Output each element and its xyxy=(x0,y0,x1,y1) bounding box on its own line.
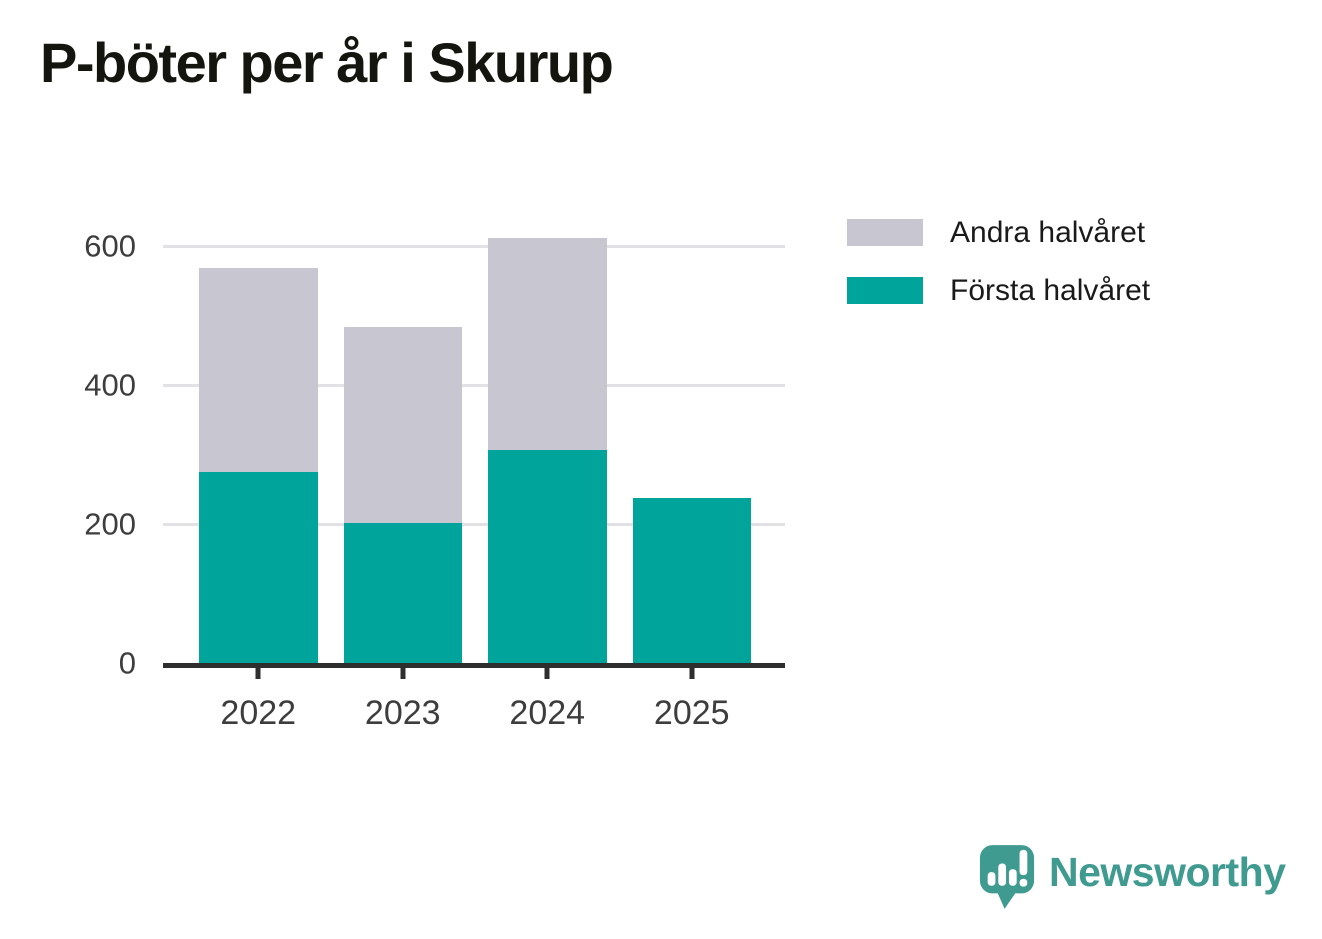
y-axis-label-0: 0 xyxy=(118,645,136,681)
legend-item-forsta-halvaret: Första halvåret xyxy=(847,274,1150,307)
gridline-200 xyxy=(163,522,785,526)
x-axis-label-2022: 2022 xyxy=(220,694,297,732)
x-tick-2025 xyxy=(689,663,695,679)
logo-bar-3 xyxy=(1008,869,1017,886)
x-axis-label-2025: 2025 xyxy=(653,694,730,732)
bar-2022-andra-halvaret xyxy=(199,268,318,472)
x-axis-label-2024: 2024 xyxy=(509,694,586,732)
newsworthy-logo-text: Newsworthy xyxy=(1049,848,1286,895)
plot-area: 0 200 400 600 2022 2023 2024 2025 xyxy=(84,210,785,732)
chart-title: P-böter per år i Skurup xyxy=(40,31,614,94)
logo-bar-2 xyxy=(998,863,1007,886)
legend-label-andra-halvaret: Andra halvåret xyxy=(950,215,1146,249)
legend-swatch-forsta-halvaret xyxy=(847,277,923,304)
x-tick-2024 xyxy=(544,663,550,679)
newsworthy-logo: Newsworthy xyxy=(978,843,1286,911)
bar-2025-forsta-halvaret xyxy=(632,497,751,663)
bar-2024-andra-halvaret xyxy=(488,237,607,450)
bar-2023-andra-halvaret xyxy=(343,327,462,523)
bar-2023-forsta-halvaret xyxy=(343,522,462,663)
bar-2022-forsta-halvaret xyxy=(199,471,318,663)
x-tick-2022 xyxy=(255,663,261,679)
legend-label-forsta-halvaret: Första halvåret xyxy=(950,273,1151,307)
bar-2024-forsta-halvaret xyxy=(488,449,607,663)
gridline-600 xyxy=(163,244,785,248)
legend-item-andra-halvaret: Andra halvåret xyxy=(847,216,1150,249)
logo-exclamation-bar xyxy=(1019,849,1028,876)
y-axis-label-400: 400 xyxy=(84,367,136,403)
y-axis-label-200: 200 xyxy=(84,506,136,542)
gridline-400 xyxy=(163,383,785,387)
logo-bar-1 xyxy=(987,872,996,886)
newsworthy-logo-icon xyxy=(979,845,1035,909)
y-axis-label-600: 600 xyxy=(84,228,136,264)
x-tick-2023 xyxy=(400,663,406,679)
legend: Andra halvåret Första halvåret xyxy=(847,216,1150,335)
legend-swatch-andra-halvaret xyxy=(847,219,923,246)
logo-exclamation-dot xyxy=(1019,878,1028,887)
x-axis-label-2023: 2023 xyxy=(364,694,441,732)
